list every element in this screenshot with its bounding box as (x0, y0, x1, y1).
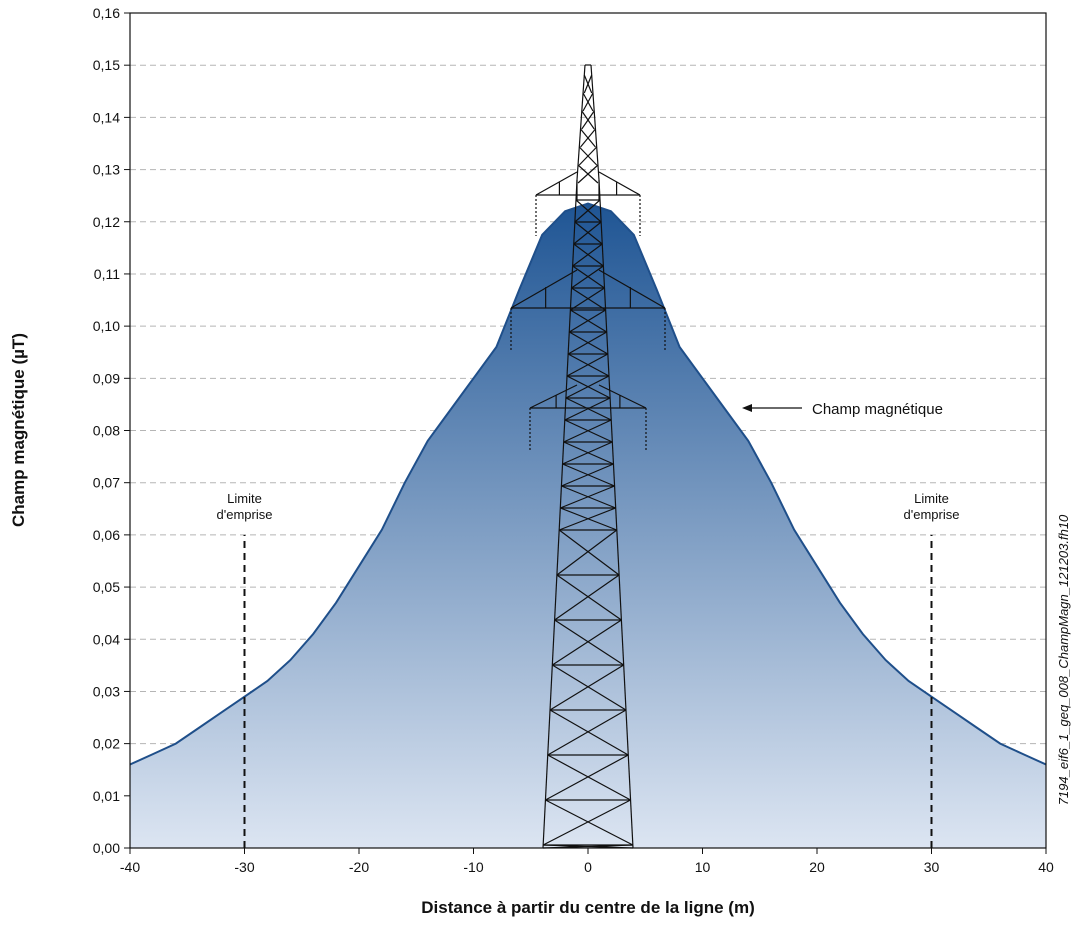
y-tick-label: 0,09 (93, 370, 120, 386)
y-tick-label: 0,11 (94, 266, 120, 282)
limit-label: Limite (227, 491, 262, 506)
tower-strut (536, 172, 577, 195)
area-fill (130, 204, 1046, 849)
y-tick-label: 0,10 (93, 318, 120, 334)
y-tick-label: 0,12 (93, 214, 120, 230)
x-tick-label: 0 (584, 859, 592, 875)
y-tick-label: 0,13 (93, 162, 120, 178)
limit-label: d'emprise (217, 507, 273, 522)
plot (130, 204, 1046, 849)
y-tick-label: 0,06 (93, 527, 120, 543)
arrow-head (742, 404, 752, 412)
chart: 0,00 0,01 0,02 0,03 0,04 0,05 0,06 0,07 0,08 0,09… (0, 0, 1075, 943)
side-note: 7194_eif6_1_geq_008_ChampMagn_121203.fh1… (1056, 514, 1071, 805)
x-tick-label: -30 (234, 859, 254, 875)
x-tick-label: 10 (695, 859, 711, 875)
limit-label: d'emprise (904, 507, 960, 522)
curve-label: Champ magnétique (812, 401, 943, 418)
y-tick-label: 0,04 (93, 631, 120, 647)
y-tick-label: 0,03 (93, 683, 120, 699)
x-tick-label: -20 (349, 859, 369, 875)
x-tick-label: 20 (809, 859, 825, 875)
tower-strut (599, 172, 640, 195)
y-tick-label: 0,08 (93, 423, 120, 439)
x-tick-label: 30 (924, 859, 940, 875)
y-tick-label: 0,07 (93, 475, 120, 491)
y-tick-label: 0,14 (93, 109, 120, 125)
y-tick-label: 0,05 (93, 579, 120, 595)
limit-label: Limite (914, 491, 949, 506)
y-axis-title: Champ magnétique (µT) (9, 333, 28, 527)
x-tick-label: -10 (463, 859, 483, 875)
x-tick-label: -40 (120, 859, 140, 875)
y-tick-label: 0,01 (93, 788, 120, 804)
y-tick-label: 0,02 (93, 736, 120, 752)
y-tick-label: 0,16 (93, 5, 120, 21)
y-tick-label: 0,15 (93, 57, 120, 73)
y-tick-label: 0,00 (93, 840, 120, 856)
x-tick-label: 40 (1038, 859, 1054, 875)
x-axis-title: Distance à partir du centre de la ligne … (421, 898, 754, 917)
